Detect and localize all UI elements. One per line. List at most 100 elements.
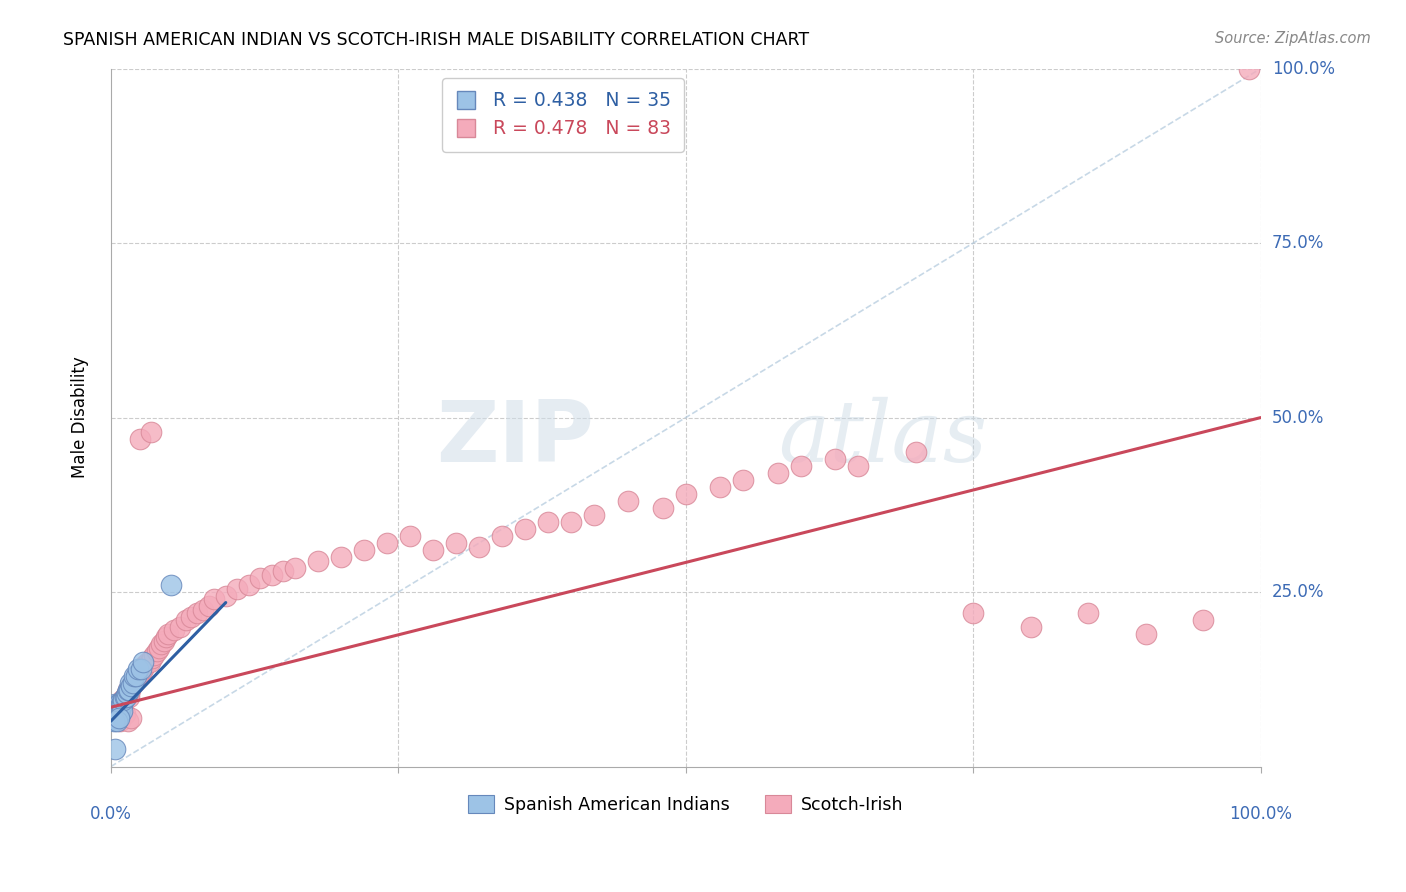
Point [491, 529, 513, 543]
Point [307, 554, 329, 568]
Point [904, 445, 927, 459]
Point [191, 602, 214, 616]
Point [143, 648, 166, 662]
Point [180, 609, 202, 624]
Point [108, 711, 131, 725]
Point [117, 682, 139, 697]
Point [122, 676, 145, 690]
Point [105, 711, 128, 725]
Point [101, 711, 124, 725]
Point [422, 543, 444, 558]
Point [159, 578, 181, 592]
Point [467, 540, 489, 554]
Point [110, 700, 132, 714]
Point [122, 669, 145, 683]
Point [129, 662, 152, 676]
Point [560, 516, 582, 530]
Point [197, 599, 219, 613]
Point [111, 697, 134, 711]
Point [120, 676, 142, 690]
Point [226, 582, 249, 596]
Text: 25.0%: 25.0% [1272, 583, 1324, 601]
Point [271, 564, 294, 578]
Point [117, 682, 139, 697]
Text: atlas: atlas [778, 397, 987, 480]
Point [127, 669, 149, 683]
Point [107, 704, 129, 718]
Point [134, 658, 156, 673]
Point [129, 665, 152, 680]
Text: Source: ZipAtlas.com: Source: ZipAtlas.com [1215, 31, 1371, 46]
Point [398, 529, 420, 543]
Point [121, 676, 143, 690]
Text: 100.0%: 100.0% [1229, 805, 1292, 823]
Point [329, 550, 352, 565]
Point [148, 640, 170, 655]
Point [121, 711, 143, 725]
Point [709, 480, 731, 494]
Point [114, 690, 136, 704]
Point [111, 704, 134, 718]
Point [114, 707, 136, 722]
Point [260, 567, 283, 582]
Point [108, 700, 131, 714]
Point [121, 676, 143, 690]
Point [115, 686, 138, 700]
Point [108, 714, 131, 729]
Point [121, 679, 143, 693]
Point [121, 679, 143, 693]
Point [150, 637, 173, 651]
Point [132, 662, 155, 676]
Point [115, 686, 138, 700]
Point [104, 742, 127, 756]
Text: 75.0%: 75.0% [1272, 234, 1324, 252]
Point [108, 697, 131, 711]
Point [105, 714, 128, 729]
Point [112, 693, 135, 707]
Point [120, 682, 142, 697]
Point [139, 425, 162, 439]
Point [174, 613, 197, 627]
Text: 50.0%: 50.0% [1272, 409, 1324, 426]
Point [169, 620, 191, 634]
Point [105, 711, 128, 725]
Point [582, 508, 605, 523]
Point [118, 690, 141, 704]
Y-axis label: Male Disability: Male Disability [72, 357, 89, 478]
Point [163, 624, 186, 638]
Point [104, 697, 127, 711]
Point [353, 543, 375, 558]
Point [215, 589, 238, 603]
Point [651, 501, 673, 516]
Text: 0.0%: 0.0% [90, 805, 132, 823]
Point [375, 536, 398, 550]
Point [127, 662, 149, 676]
Point [111, 693, 134, 707]
Point [1135, 627, 1157, 641]
Point [766, 467, 789, 481]
Point [118, 682, 141, 697]
Point [114, 690, 136, 704]
Point [157, 627, 180, 641]
Point [108, 697, 131, 711]
Point [103, 704, 125, 718]
Point [617, 494, 640, 508]
Point [105, 704, 128, 718]
Point [105, 704, 128, 718]
Point [238, 578, 260, 592]
Point [962, 606, 984, 620]
Point [103, 714, 125, 729]
Point [202, 592, 225, 607]
Point [513, 522, 536, 536]
Point [125, 669, 148, 683]
Point [108, 707, 131, 722]
Point [114, 690, 136, 704]
Point [789, 459, 811, 474]
Point [284, 560, 307, 574]
Point [846, 459, 869, 474]
Point [110, 697, 132, 711]
Point [108, 707, 131, 722]
Point [141, 651, 163, 665]
Point [117, 714, 139, 729]
Point [1237, 62, 1260, 76]
